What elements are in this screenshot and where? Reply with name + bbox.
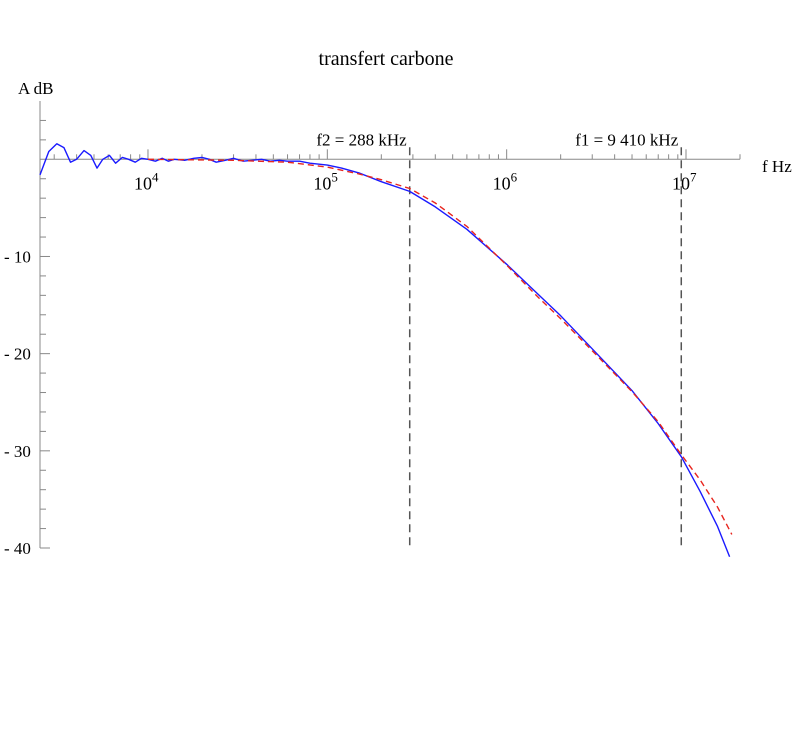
- series-layer: [39, 143, 733, 557]
- y-tick-label: - 10: [4, 247, 31, 266]
- x-tick-exponent: 4: [152, 169, 159, 184]
- marker-label: f2 = 288 kHz: [316, 130, 407, 149]
- y-axis-label: A dB: [18, 79, 53, 98]
- x-tick-base: 10: [313, 173, 331, 193]
- chart-title: transfert carbone: [319, 48, 454, 70]
- x-tick-base: 10: [134, 173, 152, 193]
- x-tick-exponent: 5: [331, 169, 338, 184]
- axes: [39, 101, 740, 548]
- x-tick-base: 10: [493, 173, 511, 193]
- x-tick-label: 105: [313, 169, 338, 193]
- marker-label: f1 = 9 410 kHz: [575, 130, 679, 149]
- x-tick-exponent: 7: [690, 169, 697, 184]
- x-tick-label: 107: [672, 169, 697, 193]
- series-line-2: [147, 158, 733, 535]
- y-tick-label: - 30: [4, 442, 31, 461]
- x-tick-exponent: 6: [511, 169, 518, 184]
- y-tick-label: - 40: [4, 539, 31, 558]
- x-tick-base: 10: [672, 173, 690, 193]
- x-tick-label: 106: [493, 169, 518, 193]
- frequency-markers: f2 = 288 kHz f1 = 9 410 kHz: [316, 130, 683, 548]
- series-line-1: [39, 143, 731, 557]
- y-tick-label: - 20: [4, 345, 31, 364]
- x-tick-label: 104: [134, 169, 159, 193]
- x-axis-label: f Hz: [762, 157, 792, 176]
